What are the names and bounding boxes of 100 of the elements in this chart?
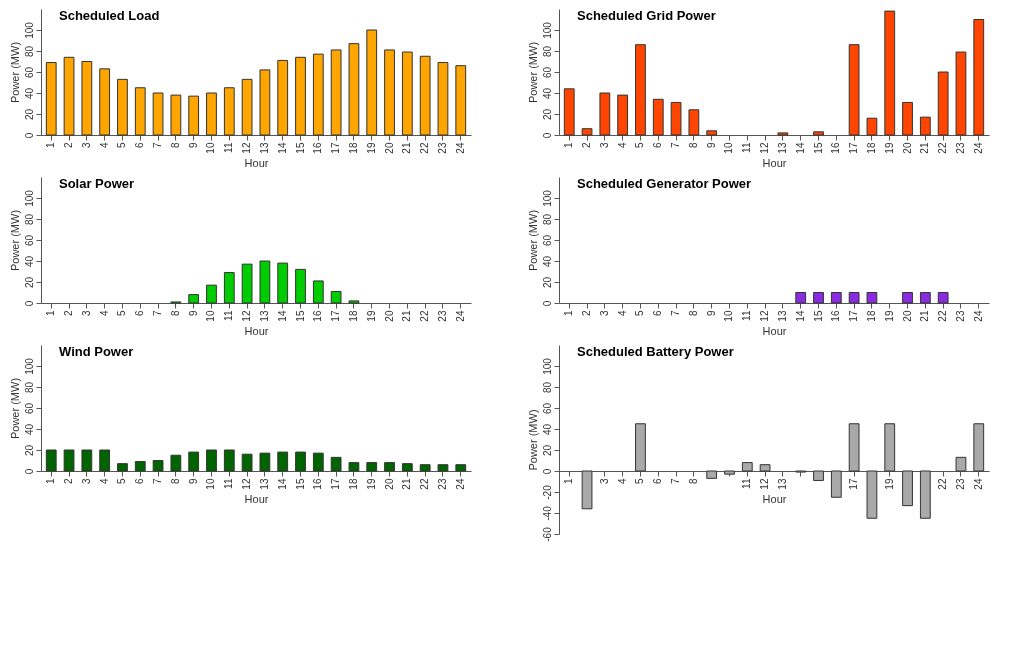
x-tick-label: 5 (116, 310, 128, 317)
x-axis-title: Hour (762, 324, 787, 337)
x-tick-label: 8 (169, 142, 181, 149)
x-tick-label: 16 (312, 142, 324, 154)
y-tick-label: 80 (541, 45, 553, 58)
y-tick-label: 60 (23, 234, 35, 247)
x-tick-label: 18 (865, 142, 877, 154)
x-tick-label: 1 (45, 142, 57, 149)
x-tick-label: 24 (454, 478, 466, 490)
x-tick-label: 22 (937, 310, 949, 322)
x-tick-label: 23 (954, 142, 966, 154)
y-tick-label: 20 (23, 108, 35, 121)
bar (724, 470, 735, 475)
bar (973, 423, 985, 472)
x-tick-label: 10 (723, 142, 735, 154)
x-tick-label: 17 (330, 142, 342, 154)
x-tick-label: 15 (294, 142, 306, 154)
x-tick-label: 12 (241, 142, 253, 154)
x-axis-title: Hour (244, 492, 269, 505)
bar (170, 94, 182, 136)
x-axis-title: Hour (244, 156, 269, 169)
bar (401, 463, 413, 472)
bar (366, 29, 378, 136)
x-tick-label: 14 (276, 310, 288, 322)
chart-title: Scheduled Battery Power (577, 344, 734, 359)
x-tick-label: 11 (741, 142, 753, 153)
bar (152, 92, 164, 136)
y-tick-label: 60 (541, 234, 553, 247)
bar (848, 44, 860, 136)
x-tick-label: 19 (365, 478, 377, 490)
bar (759, 464, 771, 472)
chart-title: Solar Power (59, 176, 135, 191)
x-tick-label: 11 (223, 142, 235, 153)
bar (617, 94, 629, 136)
x-tick-label: 15 (812, 142, 824, 154)
x-tick-label: 2 (581, 142, 593, 149)
bar (419, 464, 431, 472)
x-tick-label: 18 (347, 142, 359, 154)
bar (188, 95, 200, 136)
bar (330, 290, 342, 304)
bar (419, 55, 431, 136)
bar (241, 453, 253, 472)
x-tick-label: 9 (187, 142, 199, 149)
bar (295, 451, 306, 472)
bar (635, 423, 646, 472)
x-tick-label: 20 (383, 478, 395, 490)
x-tick-label: 1 (45, 310, 57, 317)
bar (63, 449, 75, 472)
x-tick-label: 7 (670, 142, 682, 149)
bar (295, 56, 306, 136)
x-tick-label: 4 (616, 478, 628, 485)
x-tick-label: 11 (741, 310, 753, 321)
x-tick-label: 21 (401, 310, 413, 322)
x-tick-label: 17 (848, 478, 860, 490)
x-tick-label: 12 (759, 310, 771, 322)
x-tick-label: 15 (294, 310, 306, 322)
x-tick-label: 24 (454, 142, 466, 154)
x-tick-label: 7 (152, 142, 164, 149)
y-tick-label: 20 (541, 276, 553, 289)
x-tick-label: 10 (205, 478, 217, 490)
x-tick-label: 8 (687, 478, 699, 485)
bar (384, 462, 395, 472)
bar (563, 88, 575, 136)
x-tick-label: 23 (954, 478, 966, 490)
x-tick-label: 7 (152, 310, 164, 317)
y-tick-label: 0 (541, 300, 553, 307)
bar (581, 470, 593, 510)
x-tick-label: 1 (563, 142, 575, 149)
bar (63, 56, 75, 136)
bar (830, 470, 842, 498)
x-tick-label: 22 (937, 142, 949, 154)
bar (206, 92, 217, 136)
y-tick-label: 40 (23, 255, 35, 268)
x-tick-label: 5 (634, 310, 646, 317)
x-axis-title: Hour (762, 492, 787, 505)
x-tick-label: 20 (901, 310, 913, 322)
x-tick-label: 20 (383, 142, 395, 154)
y-tick-label: 100 (541, 189, 553, 207)
y-tick-label: 20 (541, 108, 553, 121)
bar (206, 284, 217, 304)
x-tick-label: 16 (312, 310, 324, 322)
y-tick-label: 0 (541, 468, 553, 475)
bar (312, 280, 324, 304)
bar (401, 51, 413, 136)
bar (688, 109, 700, 136)
bar (259, 69, 271, 136)
y-tick-label: 100 (541, 357, 553, 375)
x-tick-label: 19 (883, 142, 895, 154)
x-tick-label: 18 (347, 478, 359, 490)
x-tick-label: 24 (972, 310, 984, 322)
y-tick-label: 20 (23, 444, 35, 457)
y-tick-label: 40 (541, 423, 553, 436)
x-tick-label: 23 (436, 142, 448, 154)
bar (117, 463, 128, 472)
x-tick-label: 4 (616, 310, 628, 317)
bar (348, 43, 360, 136)
x-tick-label: 14 (276, 142, 288, 154)
y-tick-label: 80 (23, 45, 35, 58)
x-tick-label: 7 (670, 478, 682, 485)
x-tick-label: 22 (937, 478, 949, 490)
